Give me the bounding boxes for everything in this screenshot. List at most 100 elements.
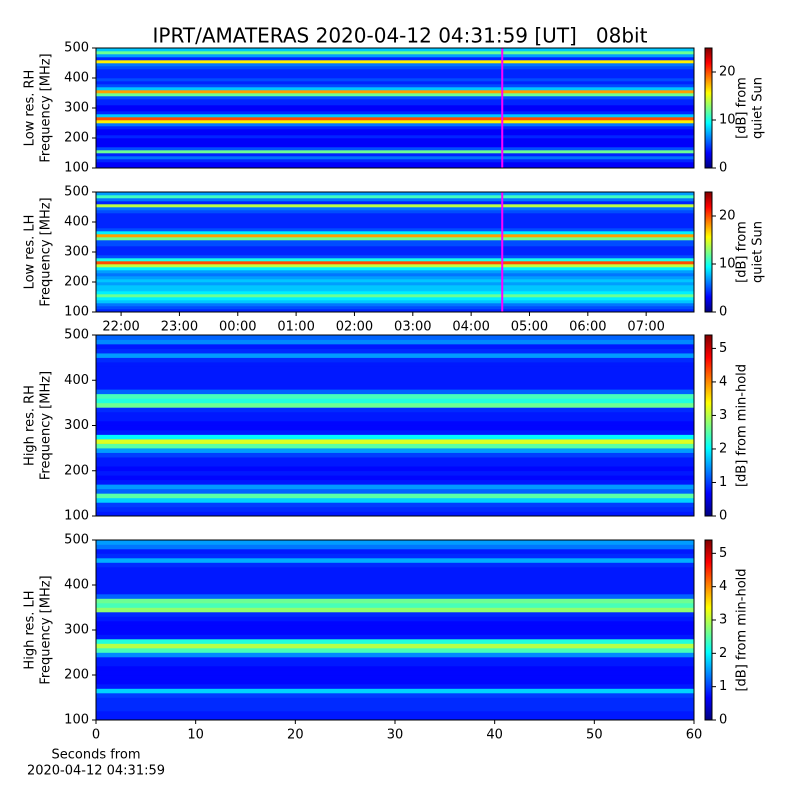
heatmap-row	[96, 380, 694, 386]
x-tick-label: 01:00	[277, 320, 314, 335]
heatmap-row	[96, 234, 694, 238]
heatmap-row	[96, 484, 694, 490]
heatmap-row	[96, 544, 694, 550]
heatmap-row	[96, 75, 694, 79]
heatmap-row	[96, 648, 694, 653]
colorbar-tick-label: 10	[719, 257, 736, 272]
x-tick-label: 23:00	[161, 320, 198, 335]
heatmap-row	[96, 87, 694, 91]
heatmap-row	[96, 558, 694, 563]
heatmap-row	[96, 362, 694, 367]
y-tick-label: 300	[64, 418, 89, 433]
heatmap-row	[96, 108, 694, 112]
colorbar-tick-label: 20	[719, 209, 736, 224]
heatmap-row	[96, 448, 694, 453]
heatmap-row	[96, 69, 694, 73]
y-tick-label: 400	[64, 578, 89, 593]
heatmap-row	[96, 111, 694, 115]
x-tick-label: 04:00	[452, 320, 489, 335]
y-tick-label: 500	[64, 328, 89, 343]
heatmap-row	[96, 231, 694, 235]
heatmap-row	[96, 553, 694, 559]
heatmap-row	[96, 420, 694, 426]
y-tick-label: 200	[64, 668, 89, 683]
y-tick-label: 100	[64, 161, 89, 176]
heatmap-row	[96, 384, 694, 390]
heatmap-row	[96, 589, 694, 595]
heatmap-row	[96, 506, 694, 512]
heatmap-row	[96, 222, 694, 226]
heatmap-row	[96, 661, 694, 667]
heatmap-row	[96, 81, 694, 85]
heatmap-row	[96, 210, 694, 214]
heatmap-row	[96, 240, 694, 244]
heatmap-row	[96, 249, 694, 253]
heatmap-row	[96, 105, 694, 109]
colorbar	[704, 539, 713, 721]
colorbar-tick-label: 20	[719, 65, 736, 80]
heatmap-row	[96, 598, 694, 604]
heatmap-row	[96, 297, 694, 301]
heatmap-row	[96, 339, 694, 345]
heatmap-row	[96, 72, 694, 76]
heatmap-row	[96, 411, 694, 417]
colorbar-tick-label: 2	[719, 646, 727, 661]
heatmap-row	[96, 132, 694, 136]
heatmap-row	[96, 51, 694, 55]
heatmap-row	[96, 389, 694, 395]
heatmap-row	[96, 213, 694, 217]
heatmap-row	[96, 63, 694, 67]
heatmap-row	[96, 443, 694, 449]
heatmap-row	[96, 639, 694, 644]
colorbar-tick-label: 1	[719, 475, 727, 490]
colorbar-tick-label: 4	[719, 374, 727, 389]
heatmap-row	[96, 162, 694, 166]
heatmap-row	[96, 706, 694, 712]
heatmap-row	[96, 402, 694, 408]
heatmap-row	[96, 357, 694, 363]
heatmap-row	[96, 153, 694, 157]
heatmap-row	[96, 270, 694, 274]
x-tick-label: 03:00	[394, 320, 431, 335]
heatmap-row	[96, 252, 694, 256]
x-tick-label: 30	[387, 728, 404, 743]
heatmap-row	[96, 60, 694, 64]
heatmap-row	[96, 93, 694, 97]
heatmap-row	[96, 439, 694, 444]
heatmap-row	[96, 470, 694, 476]
y-axis-label: Low res. LH	[23, 215, 38, 290]
heatmap-row	[96, 282, 694, 286]
heatmap-row	[96, 452, 694, 458]
heatmap-row	[96, 276, 694, 280]
x-tick-label: 07:00	[627, 320, 664, 335]
colorbar-tick-label: 0	[719, 509, 727, 524]
heatmap-row	[96, 207, 694, 211]
heatmap-row	[96, 48, 694, 52]
heatmap-row	[96, 580, 694, 586]
heatmap-row	[96, 366, 694, 372]
heatmap-row	[96, 141, 694, 145]
x-axis-label: Seconds from	[51, 748, 140, 763]
heatmap-row	[96, 300, 694, 304]
colorbar-tick-label: 5	[719, 546, 727, 561]
heatmap-row	[96, 126, 694, 130]
colorbar-tick-label: 4	[719, 579, 727, 594]
colorbar-tick-label: 10	[719, 113, 736, 128]
colorbar-tick-label: 0	[719, 161, 727, 176]
heatmap-row	[96, 466, 694, 472]
y-axis-label: Frequency [MHz]	[39, 575, 54, 684]
heatmap-row	[96, 416, 694, 422]
heatmap-row	[96, 309, 694, 313]
heatmap-row	[96, 434, 694, 440]
heatmap-row	[96, 430, 694, 435]
heatmap-row	[96, 96, 694, 100]
heatmap-row	[96, 594, 694, 599]
colorbar	[704, 191, 713, 313]
heatmap-row	[96, 246, 694, 250]
heatmap-row	[96, 99, 694, 103]
heatmap-row	[96, 138, 694, 142]
heatmap-row	[96, 657, 694, 662]
heatmap-row	[96, 195, 694, 199]
y-tick-label: 400	[64, 373, 89, 388]
y-tick-label: 200	[64, 131, 89, 146]
